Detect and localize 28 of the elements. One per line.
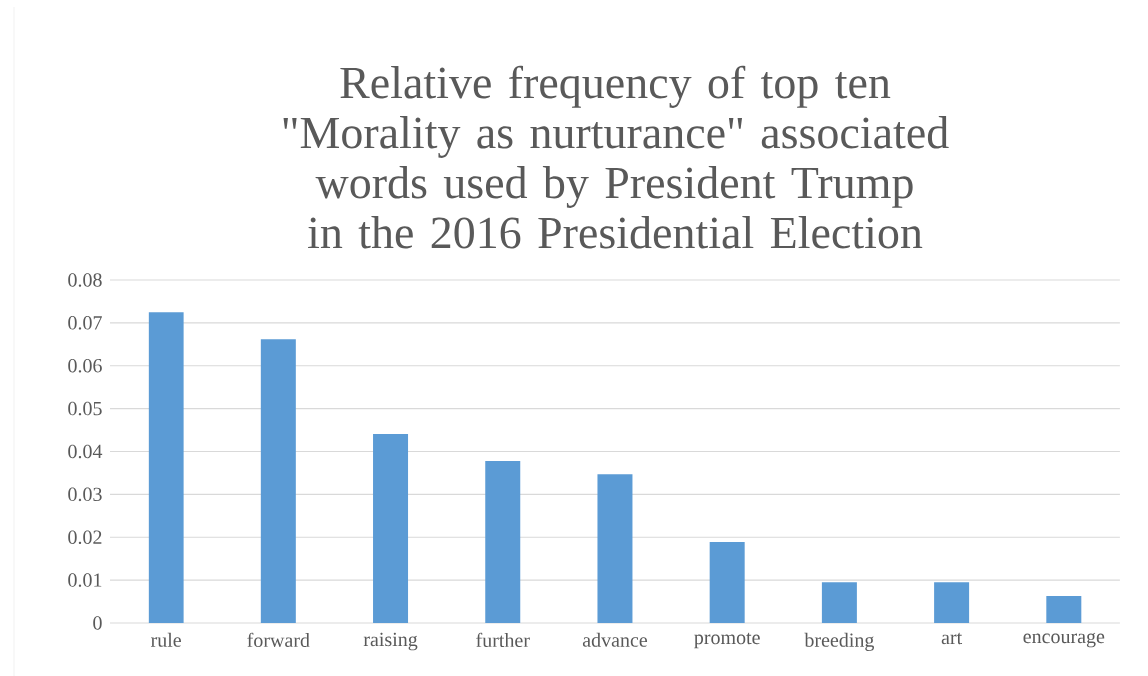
x-tick-label: art [941,632,963,645]
bar [597,474,633,623]
chart-title: Relative frequency of top ten "Morality as nurturance" associated words used by President Trump in the 2016 Presidential Election [283,65,949,249]
x-tick-label: breeding [804,632,874,651]
x-tick-label: promote [694,632,760,649]
x-tick-label: encourage [1023,632,1105,648]
bar [709,541,745,623]
x-tick-label: rule [150,632,181,647]
y-tick-label: 0 [93,616,102,630]
y-tick-label: 0.01 [68,573,102,587]
x-tick-label: advance [582,632,648,647]
bar [148,312,184,623]
y-tick-label: 0.07 [68,316,102,330]
bar [260,339,296,623]
x-tick-label: raising [363,632,418,651]
x-tick-label: further [476,632,530,648]
y-tick-label: 0.04 [68,444,103,459]
y-tick-label: 0.03 [68,487,102,502]
bar [485,460,521,623]
y-tick-label: 0.08 [68,273,102,287]
y-tick-label: 0.05 [68,401,102,416]
bar [1046,595,1082,623]
bar [934,582,970,623]
bar [373,433,409,623]
bar [821,582,857,623]
y-tick-label: 0.02 [68,530,102,545]
y-tick-label: 0.06 [68,358,102,373]
x-tick-label: forward [247,632,310,648]
